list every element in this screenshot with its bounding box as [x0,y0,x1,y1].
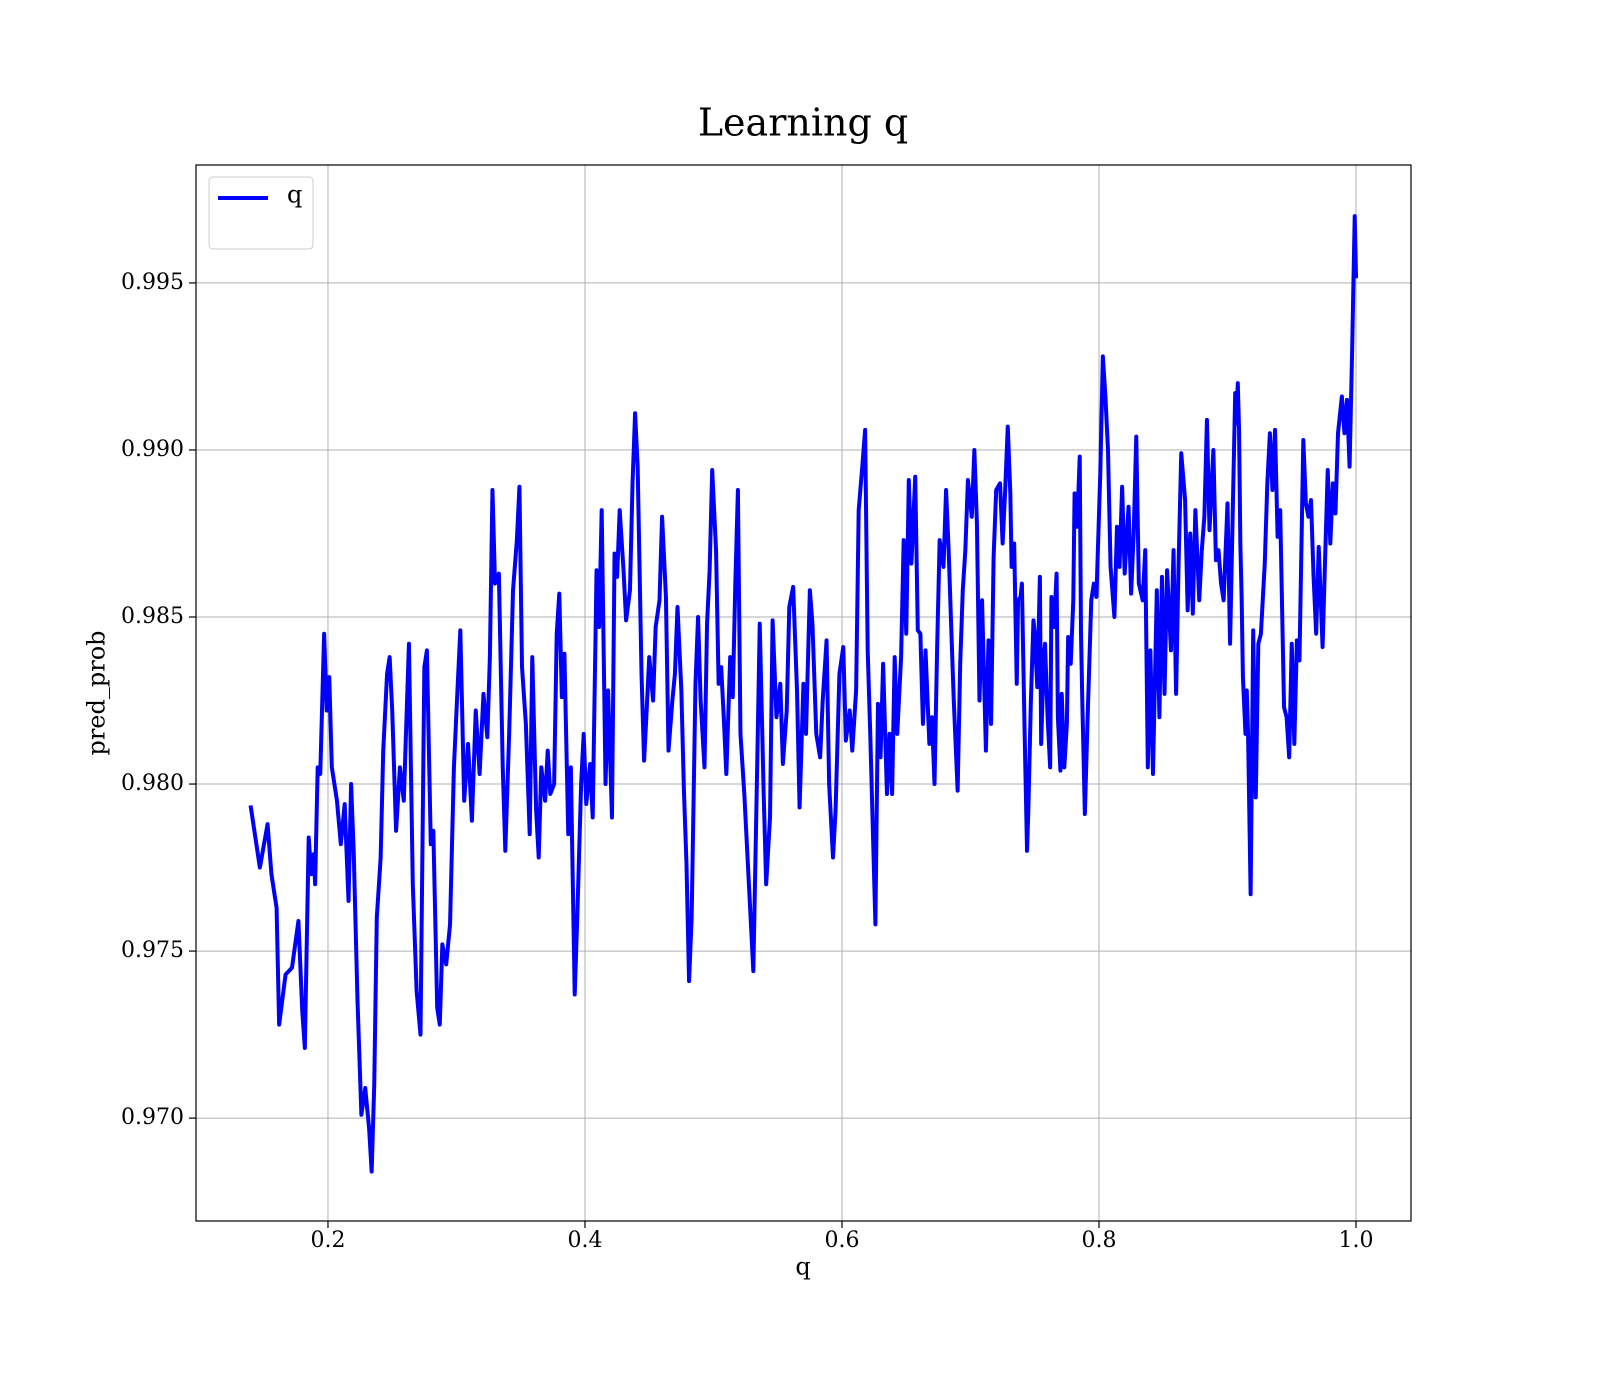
x-tick-label: 0.2 [310,1228,345,1253]
legend-label: q [287,181,302,209]
y-tick-label: 0.985 [121,604,184,629]
x-tick-label: 1.0 [1339,1228,1374,1253]
axes-frame [195,164,1412,1222]
x-tick-label: 0.8 [1081,1228,1116,1253]
y-tick-label: 0.975 [121,938,184,963]
legend: q [208,176,314,250]
y-tick-label: 0.990 [121,437,184,462]
ticks: 0.2 0.4 0.6 0.8 1.0 0.970 0.975 0.980 0.985 0.990… [121,270,1373,1253]
x-tick-label: 0.6 [824,1228,859,1253]
line-series [248,214,1359,1174]
legend-box [208,176,314,250]
chart-title: Learning q [698,101,908,145]
plot-area [248,214,1359,1174]
y-axis-label: pred_prob [83,630,111,755]
x-tick-label: 0.4 [567,1228,602,1253]
y-tick-label: 0.995 [121,270,184,295]
y-tick-label: 0.970 [121,1105,184,1130]
x-axis-label: q [795,1253,810,1281]
y-tick-label: 0.980 [121,771,184,796]
